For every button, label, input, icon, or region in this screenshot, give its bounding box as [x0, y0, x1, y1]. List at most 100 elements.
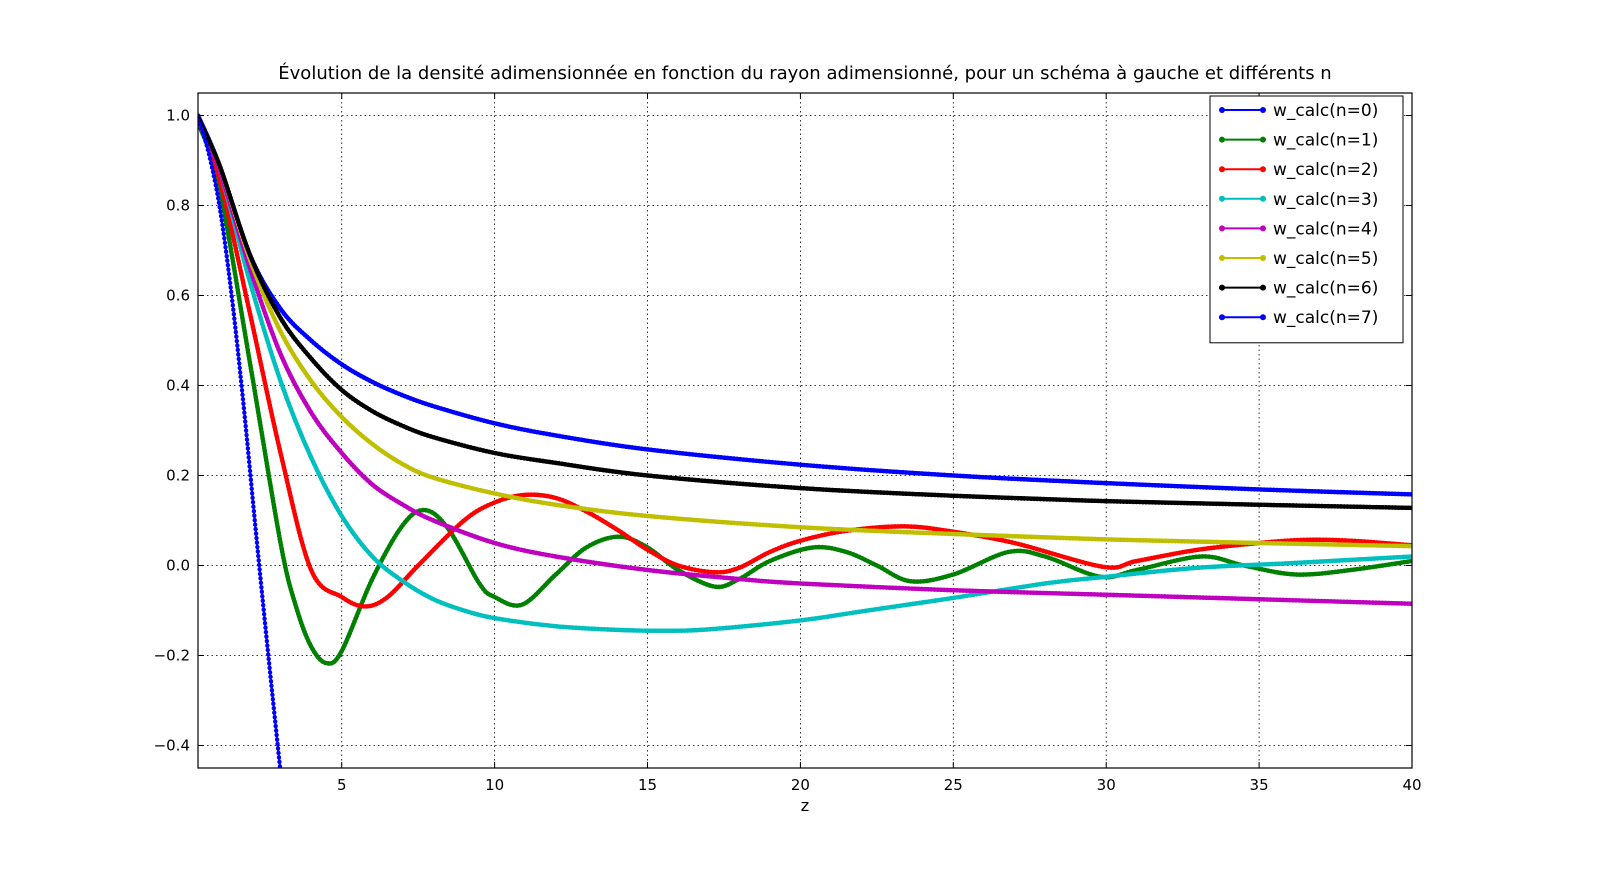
- series-point-0: [1364, 490, 1369, 496]
- series-point-7: [268, 679, 274, 684]
- series-point-7: [212, 178, 218, 183]
- series-point-7: [237, 365, 242, 371]
- series-point-4: [1354, 599, 1360, 605]
- series-point-4: [1213, 595, 1219, 601]
- series-point-4: [1168, 594, 1174, 599]
- series-point-6: [1153, 500, 1158, 505]
- series-point-7: [243, 428, 249, 433]
- series-point-7: [235, 347, 240, 353]
- series-point-7: [263, 625, 268, 630]
- series-point-4: [1108, 592, 1113, 598]
- series-point-6: [1198, 501, 1203, 506]
- series-point-6: [1191, 501, 1197, 506]
- series-point-2: [714, 570, 720, 575]
- series-point-7: [271, 705, 277, 711]
- series-point-4: [1367, 600, 1372, 605]
- series-point-0: [1389, 491, 1395, 497]
- legend-label: w_calc(n=2): [1273, 160, 1378, 180]
- series-point-0: [1341, 489, 1347, 495]
- series-point-0: [1386, 491, 1392, 496]
- series-point-4: [1248, 596, 1254, 602]
- series-point-4: [1319, 598, 1324, 604]
- series-point-7: [261, 611, 267, 617]
- series-point-6: [1290, 503, 1296, 508]
- series-point-5: [1070, 536, 1076, 541]
- series-point-5: [1105, 537, 1111, 542]
- legend-label: w_calc(n=3): [1273, 190, 1378, 210]
- series-point-4: [1088, 592, 1094, 597]
- series-point-4: [1005, 589, 1011, 595]
- series-point-5: [1201, 539, 1207, 545]
- series-point-5: [1224, 540, 1229, 545]
- series-point-4: [1229, 596, 1235, 601]
- series-point-6: [1255, 502, 1261, 508]
- series-point-7: [259, 585, 264, 590]
- series-point-0: [1348, 490, 1353, 495]
- series-point-4: [1034, 590, 1040, 596]
- series-point-3: [659, 628, 665, 634]
- series-point-7: [277, 764, 283, 768]
- series-point-6: [1303, 503, 1309, 509]
- series-point-4: [1402, 601, 1408, 606]
- series-point-7: [267, 665, 272, 671]
- series-point-7: [253, 531, 259, 536]
- series-point-7: [248, 477, 254, 483]
- series-point-5: [1057, 535, 1063, 541]
- series-point-6: [1124, 499, 1130, 505]
- series-point-6: [1329, 503, 1334, 509]
- series-point-6: [1370, 504, 1376, 510]
- series-point-7: [256, 553, 261, 559]
- series-point-4: [1053, 591, 1059, 596]
- series-point-5: [1185, 539, 1191, 544]
- series-point-5: [1358, 542, 1364, 548]
- series-point-6: [1361, 504, 1366, 510]
- x-tick-label: 30: [1097, 776, 1116, 794]
- series-point-7: [252, 522, 258, 527]
- series-point-3: [679, 628, 684, 634]
- series-point-4: [1066, 591, 1072, 596]
- series-point-5: [1243, 540, 1249, 546]
- series-point-4: [1188, 594, 1193, 600]
- series-point-7: [252, 513, 257, 518]
- series-point-6: [1159, 500, 1165, 505]
- series-point-5: [1227, 540, 1233, 545]
- series-point-4: [1348, 599, 1353, 605]
- series-point-6: [1111, 499, 1117, 504]
- series-point-6: [1367, 504, 1373, 510]
- legend-label: w_calc(n=6): [1273, 279, 1378, 299]
- series-point-6: [1386, 505, 1392, 510]
- series-point-5: [1342, 542, 1348, 548]
- series-point-4: [1092, 592, 1097, 597]
- series-point-4: [1252, 596, 1257, 602]
- legend-label: w_calc(n=4): [1273, 219, 1378, 239]
- series-point-4: [1357, 599, 1363, 605]
- legend-marker: [1260, 166, 1266, 173]
- series-point-5: [1275, 541, 1281, 546]
- series-point-6: [1204, 501, 1210, 506]
- series-point-4: [1335, 599, 1340, 604]
- series-point-7: [269, 688, 275, 693]
- series-point-7: [261, 607, 266, 612]
- legend-item: w_calc(n=0): [1219, 101, 1378, 121]
- series-point-2: [1317, 537, 1323, 543]
- series-point-7: [243, 419, 248, 424]
- series-point-7: [260, 594, 265, 599]
- series-point-7: [199, 126, 204, 131]
- series-point-6: [1242, 502, 1248, 507]
- series-point-6: [1258, 502, 1264, 508]
- series-point-7: [206, 152, 212, 157]
- series-point-7: [258, 580, 264, 586]
- series-point-7: [236, 352, 241, 357]
- series-point-5: [1067, 535, 1073, 541]
- x-tick-label: 5: [337, 776, 347, 794]
- series-point-6: [1098, 498, 1104, 504]
- series-point-7: [223, 245, 228, 250]
- legend-marker: [1219, 225, 1225, 232]
- series-point-4: [1293, 598, 1299, 603]
- series-point-7: [226, 271, 232, 277]
- series-point-5: [1169, 538, 1175, 544]
- series-point-4: [1364, 600, 1369, 605]
- series-point-4: [1191, 595, 1196, 600]
- series-point-4: [1133, 593, 1139, 598]
- series-point-7: [209, 165, 215, 170]
